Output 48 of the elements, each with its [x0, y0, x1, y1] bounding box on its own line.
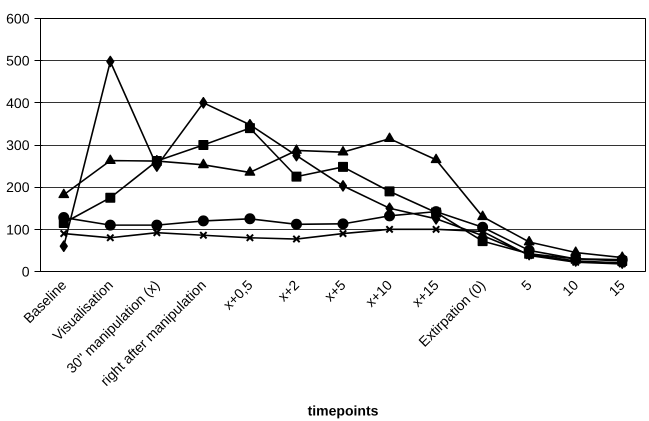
point [60, 229, 68, 238]
point [151, 220, 162, 231]
point [105, 192, 116, 203]
point [477, 210, 488, 220]
point [524, 236, 535, 246]
point [338, 146, 348, 156]
x-tick-label: x+5 [321, 276, 349, 304]
x-tick-label: 15 [606, 276, 628, 300]
point [338, 180, 348, 192]
point [198, 158, 209, 168]
point [244, 166, 256, 176]
y-tick-label: 300 [6, 137, 30, 153]
point [290, 218, 302, 230]
y-tick-label: 400 [6, 94, 30, 111]
x-tick-label: x+2 [274, 276, 302, 304]
y-tick-label: 100 [6, 221, 30, 238]
point [338, 218, 348, 230]
point [104, 220, 116, 231]
point [244, 123, 255, 134]
point [478, 236, 488, 246]
point [432, 225, 440, 234]
point [199, 96, 208, 109]
x-axis-title: timepoints [308, 402, 379, 419]
point [292, 234, 301, 244]
point [291, 172, 302, 182]
point [338, 162, 348, 172]
point [58, 188, 70, 198]
x-tick-label: 10 [559, 276, 582, 300]
point [152, 228, 162, 237]
point [198, 140, 208, 150]
y-tick-label: 500 [6, 52, 30, 69]
point [385, 225, 394, 234]
point [199, 231, 208, 240]
point [384, 132, 396, 142]
point [198, 215, 209, 226]
point [430, 153, 442, 164]
point [384, 186, 395, 196]
point [244, 213, 256, 224]
point [338, 229, 348, 238]
y-tick-label: 0 [22, 264, 30, 280]
point [384, 210, 396, 222]
x-tick-label: 5 [518, 276, 535, 294]
point [104, 154, 116, 164]
y-tick-label: 200 [6, 179, 30, 196]
y-tick-label: 600 [6, 10, 30, 26]
point [246, 234, 254, 242]
point [290, 144, 302, 154]
point [106, 234, 114, 242]
